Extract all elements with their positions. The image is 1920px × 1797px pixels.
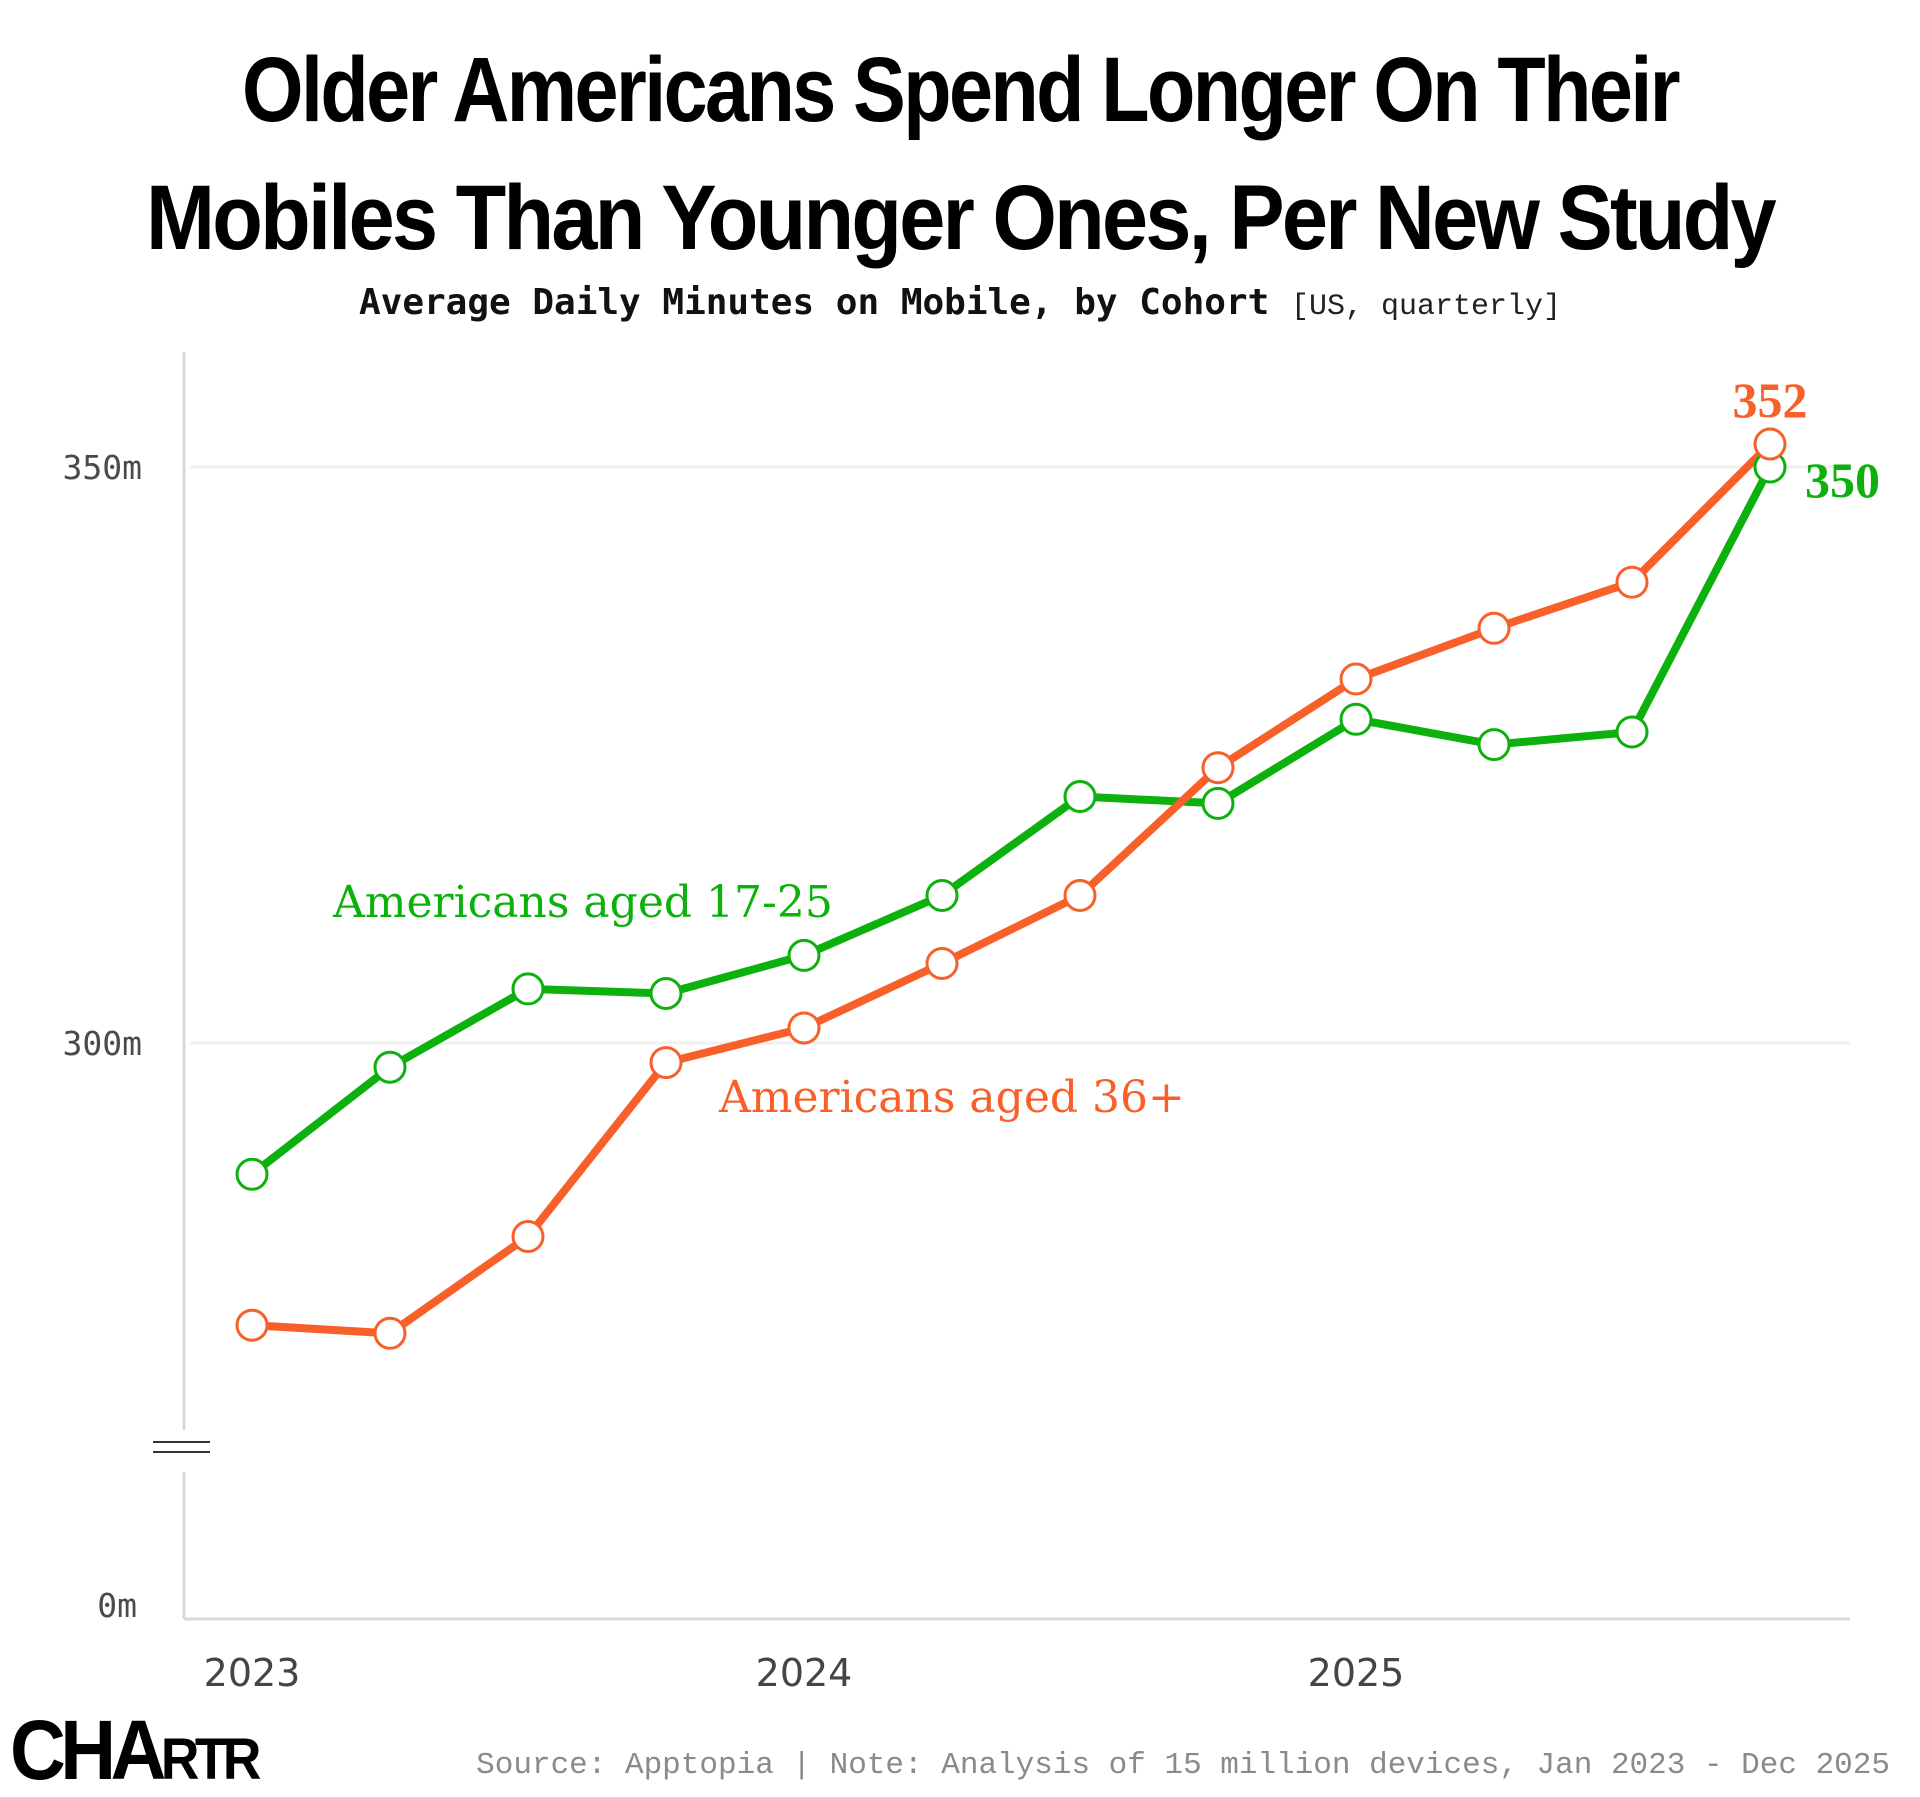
data-point-17-25-2024-Q3 — [1063, 780, 1097, 813]
gridlines — [190, 465, 1850, 1045]
data-point-17-25-2025-Q1 — [1339, 702, 1373, 736]
y-tick-label-350m: 350m — [63, 448, 142, 487]
data-point-36-plus-2025-Q1 — [1339, 662, 1373, 696]
end-label-36-plus: 352 — [1733, 372, 1808, 428]
data-point-36-plus-2025-Q2 — [1477, 611, 1511, 645]
y-tick-label-0m: 0m — [97, 1586, 137, 1625]
data-point-36-plus-2023-Q1 — [235, 1308, 269, 1342]
end-label-17-25: 350 — [1805, 452, 1880, 508]
data-point-17-25-2023-Q4 — [649, 977, 683, 1010]
x-axis-ticks: 2023 2024 2025 — [204, 1651, 1405, 1695]
series-labels: Americans aged 17-25 Americans aged 36+ … — [332, 372, 1880, 1123]
data-point-36-plus-2025-Q3 — [1615, 565, 1649, 599]
data-point-36-plus-2024-Q3 — [1063, 879, 1097, 912]
series-line-36-plus — [248, 440, 1774, 1338]
series-markers — [235, 427, 1787, 1350]
subtitle-note: [US, quarterly] — [1290, 290, 1562, 324]
data-point-17-25-2023-Q3 — [511, 972, 545, 1006]
data-point-17-25-2023-Q1 — [235, 1157, 269, 1191]
logo-text-big: CHA — [10, 1703, 166, 1797]
data-point-17-25-2024-Q1 — [787, 938, 821, 972]
data-point-17-25-2024-Q2 — [925, 879, 959, 912]
series-lines — [248, 440, 1774, 1338]
chart-title-line-1: Older Americans Spend Longer On Their — [242, 39, 1681, 141]
chart-subtitle: Average Daily Minutes on Mobile, by Coho… — [0, 282, 1920, 324]
chart-title-line-2: Mobiles Than Younger Ones, Per New Study — [145, 167, 1777, 269]
x-tick-label-2023: 2023 — [204, 1651, 301, 1695]
data-point-17-25-2024-Q4 — [1201, 786, 1235, 820]
data-point-36-plus-2023-Q2 — [373, 1316, 407, 1350]
chartr-logo: CHARTR — [10, 1708, 262, 1792]
series-label-17-25: Americans aged 17-25 — [332, 877, 833, 928]
subtitle-main: Average Daily Minutes on Mobile, by Coho… — [358, 282, 1270, 323]
data-point-36-plus-2023-Q3 — [511, 1220, 545, 1253]
data-point-36-plus-2023-Q4 — [649, 1046, 683, 1080]
x-tick-label-2025: 2025 — [1308, 1651, 1405, 1695]
data-point-36-plus-2024-Q4 — [1201, 751, 1235, 785]
y-axis-ticks: 0m 300m 350m — [63, 448, 142, 1625]
source-note: Source: Apptopia | Note: Analysis of 15 … — [476, 1748, 1890, 1783]
data-point-17-25-2023-Q2 — [373, 1050, 407, 1084]
x-tick-label-2024: 2024 — [756, 1651, 853, 1695]
axes — [153, 352, 1850, 1621]
data-point-36-plus-2024-Q2 — [925, 947, 959, 980]
data-point-17-25-2025-Q2 — [1477, 728, 1511, 762]
logo-text-mid: R — [160, 1727, 200, 1792]
series-line-17-25 — [248, 463, 1774, 1179]
data-point-36-plus-2024-Q1 — [787, 1011, 821, 1045]
data-point-36-plus-2025-Q4 — [1753, 427, 1787, 461]
logo-text-small: TR — [194, 1727, 262, 1792]
y-tick-label-300m: 300m — [63, 1024, 142, 1063]
series-label-36-plus: Americans aged 36+ — [718, 1072, 1185, 1123]
data-point-17-25-2025-Q3 — [1615, 715, 1649, 749]
